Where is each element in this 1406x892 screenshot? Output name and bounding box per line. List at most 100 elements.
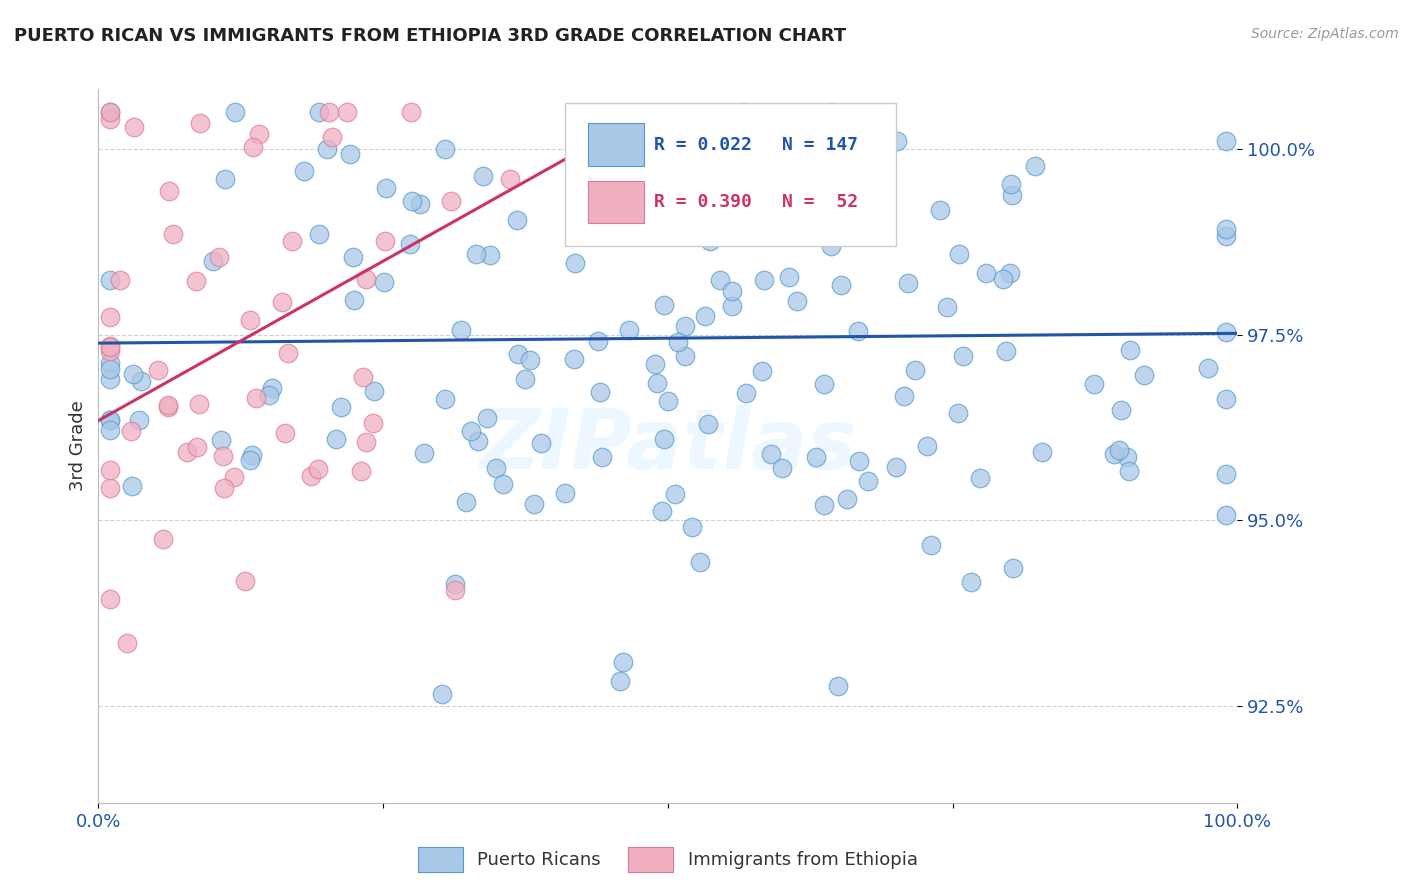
Point bbox=[515, 372, 537, 386]
Point bbox=[1031, 444, 1053, 458]
Point bbox=[184, 274, 207, 288]
Point bbox=[948, 247, 970, 261]
Point bbox=[1215, 392, 1237, 407]
Point bbox=[157, 184, 180, 198]
Point bbox=[430, 687, 453, 701]
Point bbox=[1116, 450, 1139, 465]
Point bbox=[274, 425, 297, 440]
Point bbox=[336, 104, 359, 119]
Point bbox=[697, 417, 720, 431]
Point bbox=[644, 357, 666, 371]
Point bbox=[664, 487, 686, 501]
Point bbox=[1215, 467, 1237, 481]
Point bbox=[804, 450, 827, 464]
Point bbox=[307, 462, 329, 476]
Point bbox=[120, 424, 142, 438]
Point bbox=[98, 412, 121, 426]
Point bbox=[770, 460, 793, 475]
Point bbox=[609, 673, 631, 688]
Point bbox=[820, 239, 842, 253]
Point bbox=[652, 297, 675, 311]
Point bbox=[506, 347, 529, 361]
Point bbox=[648, 165, 671, 179]
Point bbox=[733, 182, 755, 196]
Point bbox=[827, 679, 849, 693]
Point bbox=[444, 577, 467, 591]
Point bbox=[214, 171, 236, 186]
Point bbox=[778, 270, 800, 285]
Point bbox=[506, 213, 529, 227]
Point bbox=[245, 391, 267, 405]
Point bbox=[157, 398, 180, 412]
Point bbox=[308, 227, 330, 241]
Point bbox=[721, 299, 744, 313]
Point bbox=[98, 481, 121, 495]
Point bbox=[128, 413, 150, 427]
Point bbox=[122, 120, 145, 134]
Point bbox=[201, 254, 224, 268]
Point bbox=[1215, 229, 1237, 244]
Point bbox=[693, 310, 716, 324]
Point bbox=[443, 582, 465, 597]
Point bbox=[460, 424, 482, 438]
Point bbox=[554, 486, 576, 500]
Point bbox=[886, 134, 908, 148]
Point bbox=[247, 127, 270, 141]
Point bbox=[519, 353, 541, 368]
Point bbox=[751, 363, 773, 377]
Point bbox=[673, 318, 696, 333]
Point bbox=[281, 234, 304, 248]
Point bbox=[98, 423, 121, 437]
Point bbox=[915, 439, 938, 453]
Point bbox=[98, 273, 121, 287]
Point bbox=[299, 469, 322, 483]
Point bbox=[952, 349, 974, 363]
Point bbox=[479, 248, 502, 262]
Point bbox=[98, 344, 121, 359]
Point bbox=[129, 375, 152, 389]
Point bbox=[591, 450, 613, 465]
Point bbox=[673, 349, 696, 363]
Point bbox=[440, 194, 463, 208]
Point bbox=[761, 446, 783, 460]
Point bbox=[720, 284, 742, 298]
Point bbox=[830, 278, 852, 293]
Point bbox=[1111, 403, 1133, 417]
Point bbox=[98, 592, 121, 607]
Point bbox=[209, 433, 232, 447]
Y-axis label: 3rd Grade: 3rd Grade bbox=[69, 401, 87, 491]
Point bbox=[467, 434, 489, 449]
Point bbox=[399, 237, 422, 252]
Point bbox=[848, 453, 870, 467]
Point bbox=[813, 376, 835, 391]
Point bbox=[1108, 443, 1130, 458]
Point bbox=[651, 504, 673, 518]
Point bbox=[969, 470, 991, 484]
Point bbox=[350, 464, 373, 478]
Point bbox=[240, 448, 263, 462]
Point bbox=[115, 636, 138, 650]
Point bbox=[893, 389, 915, 403]
Point bbox=[959, 575, 981, 590]
Legend: Puerto Ricans, Immigrants from Ethiopia: Puerto Ricans, Immigrants from Ethiopia bbox=[411, 839, 925, 880]
Point bbox=[222, 470, 245, 484]
Point bbox=[1215, 325, 1237, 339]
Point bbox=[98, 340, 121, 354]
Point bbox=[98, 463, 121, 477]
Point bbox=[98, 112, 121, 127]
Point bbox=[846, 324, 869, 338]
Point bbox=[709, 273, 731, 287]
Point bbox=[492, 476, 515, 491]
Point bbox=[373, 276, 395, 290]
Point bbox=[920, 538, 942, 552]
Point bbox=[98, 104, 121, 119]
Text: N = 147: N = 147 bbox=[782, 136, 858, 153]
Point bbox=[1083, 376, 1105, 391]
Point bbox=[401, 104, 423, 119]
Point bbox=[681, 520, 703, 534]
Point bbox=[330, 400, 353, 414]
Point bbox=[645, 376, 668, 390]
Point bbox=[212, 481, 235, 495]
Point bbox=[697, 169, 720, 183]
Point bbox=[994, 343, 1017, 358]
